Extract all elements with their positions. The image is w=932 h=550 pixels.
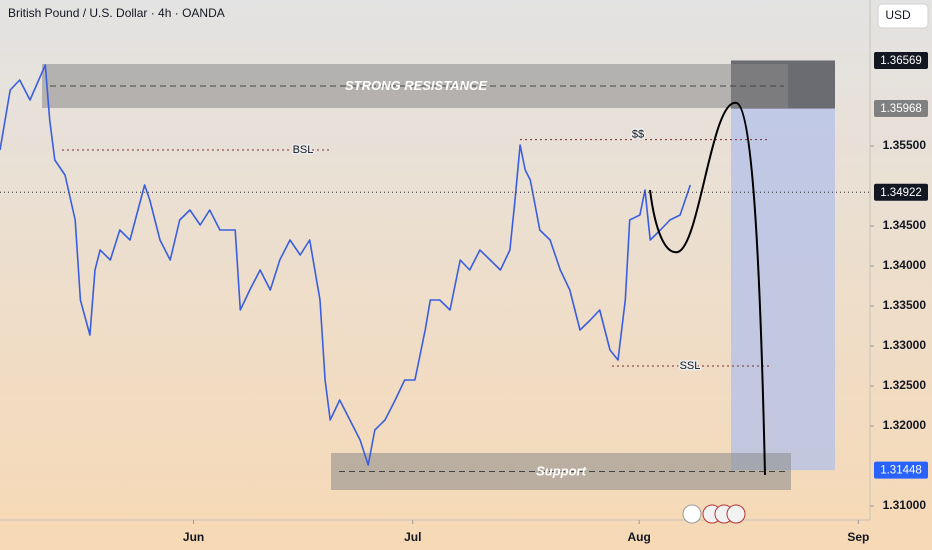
price-tag <box>874 51 928 69</box>
y-tick-label: 1.34000 <box>883 258 927 272</box>
event-icons <box>682 504 746 524</box>
currency-label[interactable]: USD <box>885 8 911 22</box>
price-tag-label: 1.31448 <box>880 465 922 477</box>
y-tick-label: 1.32500 <box>883 378 927 392</box>
y-tick-label: 1.32000 <box>883 418 927 432</box>
y-tick-label: 1.33500 <box>883 298 927 312</box>
level-label: BSL <box>293 144 314 156</box>
y-tick-label: 1.35500 <box>883 138 927 152</box>
y-tick-label: 1.31000 <box>883 498 927 512</box>
projection-path <box>649 101 766 476</box>
currency-button[interactable] <box>877 3 929 29</box>
price-tag-label: 1.36569 <box>880 55 922 67</box>
price-tag <box>874 100 928 118</box>
position-box <box>731 60 835 471</box>
y-tick-label: 1.34500 <box>883 218 927 232</box>
zones: STRONG RESISTANCE Support <box>42 60 835 490</box>
icon <box>682 504 702 524</box>
zone-label: Support <box>536 463 586 478</box>
price-line <box>0 64 692 466</box>
icon <box>726 504 746 524</box>
price-tag <box>874 461 928 479</box>
x-tick-label: Sep <box>847 530 869 544</box>
x-tick-label: Jun <box>183 530 204 544</box>
x-tick-label: Jul <box>404 530 421 544</box>
price-tag-label: 1.35968 <box>880 103 922 115</box>
y-tick-label: 1.33000 <box>883 338 927 352</box>
x-tick-label: Aug <box>628 530 651 544</box>
level-label: $$ <box>632 129 644 141</box>
plot: 1.31000 1.32000 1.32500 1.33000 1.33500 1.340… <box>0 51 928 544</box>
price-tag <box>874 183 928 201</box>
chart-title: British Pound / U.S. Dollar · 4h · OANDA <box>8 6 225 20</box>
level-label: SSL <box>680 360 701 372</box>
price-tag-label: 1.34922 <box>880 187 922 199</box>
zone-label: STRONG RESISTANCE <box>345 78 487 93</box>
